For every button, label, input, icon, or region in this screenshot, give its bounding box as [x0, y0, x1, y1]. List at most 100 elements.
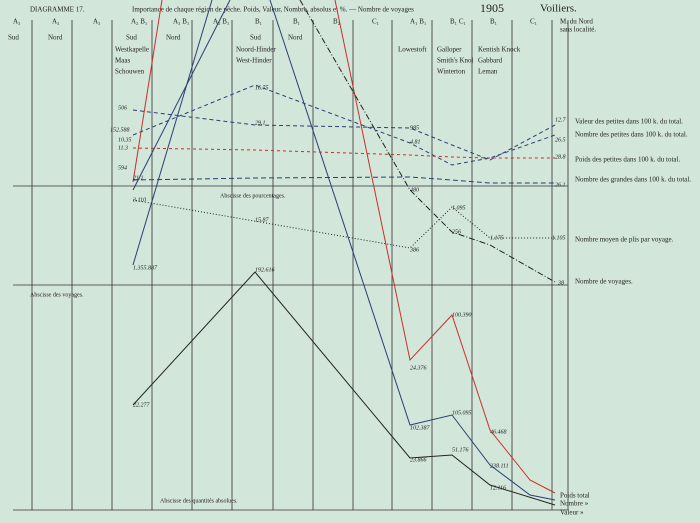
- place-label: West-Hinder: [236, 57, 272, 65]
- legend-label: Nombre de voyages.: [575, 278, 633, 286]
- place-label: Winterton: [437, 68, 466, 76]
- column-label: C₁: [372, 18, 379, 26]
- value-note: 1.105: [552, 235, 566, 241]
- value-note: 21.1: [133, 175, 144, 181]
- place-label: Gabbard: [478, 57, 503, 65]
- column-sublabel: Nord: [166, 34, 181, 42]
- value-note: 51.176: [452, 447, 469, 453]
- value-note: 12.116: [490, 485, 506, 491]
- column-sublabel: Sud: [8, 34, 19, 42]
- axis-label: Abscisse des voyages.: [30, 292, 84, 298]
- column-label: A₁ B₁: [410, 18, 426, 26]
- value-note: 506: [118, 105, 127, 111]
- column-label: C₁: [530, 18, 537, 26]
- place-label: Westkapelle: [115, 46, 149, 54]
- curve: [132, 271, 556, 506]
- legend-label: Poids total: [560, 492, 590, 500]
- value-note: 105.095: [452, 410, 472, 416]
- legend-label: Nombre des grandes dans 100 k. du total.: [575, 176, 691, 184]
- labels: A₃ A₃ A₃ A₂ B₁ A₃ B₁ A₂ B₁ B₁ B₁ B₂ C₁ A₁ B₁ B₁ C₁ B…: [8, 18, 691, 517]
- place-label: Smith's Knol: [437, 57, 474, 65]
- column-sublabel: sans localité.: [560, 26, 596, 34]
- column-label: B₁ C₁: [450, 18, 466, 26]
- value-note: 102.387: [410, 425, 431, 431]
- legend-label: Nombre »: [560, 500, 589, 508]
- column-label: A₃ B₁: [173, 18, 189, 26]
- value-note: 100.390: [452, 312, 472, 318]
- column-label: M. du Nord: [560, 18, 593, 26]
- place-label: Maas: [115, 57, 130, 65]
- column-sublabel: Sud: [126, 34, 137, 42]
- value-note: 16.75: [255, 85, 269, 91]
- curve: [132, 84, 556, 166]
- value-note: 10.35: [118, 137, 132, 143]
- place-label: Noord-Hinder: [236, 46, 276, 54]
- column-sublabel: Sud: [250, 34, 261, 42]
- diagram-number: DIAGRAMME 17.: [30, 6, 85, 14]
- legend-label: Valeur des petites dans 100 k. du total.: [575, 118, 683, 126]
- curve: [132, 199, 555, 249]
- value-note: 594: [118, 164, 127, 171]
- legend-label: Poids des petites dans 100 k. du total.: [575, 156, 680, 164]
- place-label: Leman: [478, 68, 498, 76]
- place-label: Lowestoft: [398, 46, 426, 54]
- grid: [13, 20, 569, 511]
- value-note: 29.1: [255, 120, 266, 126]
- value-note: 1.095: [452, 205, 466, 211]
- value-note: 386: [409, 247, 419, 253]
- curve: [132, 0, 163, 183]
- kind: Voiliers.: [540, 3, 577, 15]
- axis-label: Abscisse des quantités absolues.: [160, 498, 238, 504]
- value-note: 46.468: [490, 428, 507, 435]
- curve: [132, 0, 231, 191]
- column-label: A₃: [52, 18, 60, 26]
- value-note: 3.110: [132, 197, 146, 203]
- lines: [132, 0, 556, 506]
- value-note: 985: [410, 125, 419, 131]
- value-note: 1.355.887: [133, 265, 158, 271]
- value-note: 12.7: [555, 117, 567, 123]
- place-label: Kentish Knock: [478, 46, 521, 54]
- value-note: 15.87: [255, 217, 270, 223]
- column-sublabel: Nord: [288, 34, 303, 42]
- column-label: B₂: [333, 18, 341, 26]
- value-note: 22.277: [133, 402, 151, 408]
- value-note: 238.111: [490, 463, 509, 469]
- curve: [334, 0, 556, 494]
- value-note: 38: [557, 280, 564, 286]
- column-sublabel: Nord: [48, 34, 63, 42]
- value-note: 1.175: [490, 235, 504, 241]
- column-label: A₂ B₁: [213, 18, 229, 26]
- column-label: A₃: [13, 18, 21, 26]
- value-note: 192.616: [255, 267, 275, 273]
- value-note: 256: [452, 229, 461, 235]
- value-note: 23.866: [410, 457, 427, 463]
- legend-label: Valeur »: [560, 509, 584, 517]
- axis-label: Abscisse des pourcentages.: [220, 193, 286, 199]
- value-note: 11.3: [118, 145, 128, 151]
- value-note: 26.5: [555, 137, 566, 143]
- value-note: 28.8: [555, 154, 566, 160]
- column-label: B₁: [255, 18, 262, 26]
- value-note: 26.1: [555, 182, 566, 188]
- value-note: 24.376: [410, 364, 427, 371]
- curve: [269, 0, 556, 501]
- value-note: 152.588: [110, 127, 130, 133]
- column-label: B₁: [293, 18, 300, 26]
- place-label: Galloper: [437, 46, 462, 54]
- curve: [299, 0, 556, 283]
- curve: [132, 176, 555, 184]
- column-label: B₁: [490, 18, 497, 26]
- column-label: A₃: [93, 18, 101, 26]
- year: 1905: [480, 1, 504, 15]
- place-label: Schouwen: [115, 68, 145, 76]
- curve: [132, 0, 213, 266]
- legend-label: Nombre moyen de plis par voyage.: [575, 236, 674, 244]
- value-note: 480: [410, 186, 419, 193]
- legend-label: Nombre des petites dans 100 k. du total.: [575, 131, 688, 139]
- value-note: 4.81: [410, 138, 421, 145]
- curve: [132, 147, 555, 159]
- column-label: A₂ B₁: [131, 18, 147, 26]
